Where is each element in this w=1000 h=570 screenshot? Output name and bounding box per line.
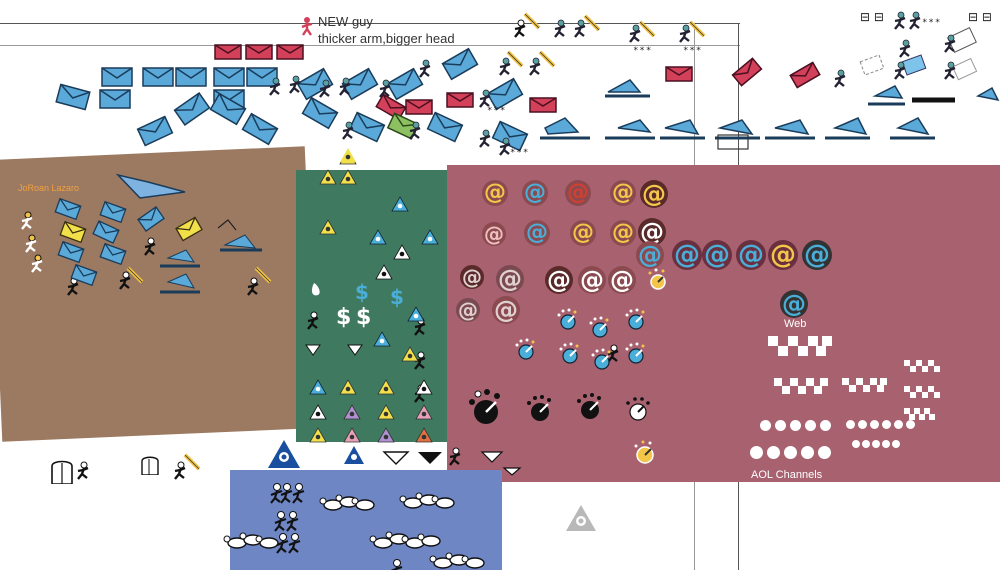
green-panel: [296, 170, 448, 442]
down-triangle-icons: [382, 451, 522, 476]
note-line-1: NEW guy: [318, 14, 373, 29]
aol-triangle-icon: [268, 440, 300, 473]
channel-dots-icon: [760, 420, 840, 432]
at-sign-icon: @: [482, 180, 508, 206]
envelope-cluster: [55, 27, 1000, 152]
at-sign-icon: @: [636, 241, 664, 269]
at-sign-icon: @: [460, 265, 484, 289]
at-sign-icon: @: [768, 240, 798, 270]
at-sign-icon: @: [610, 180, 636, 206]
dial-cluster: [469, 268, 666, 464]
at-sign-icon: @: [672, 240, 702, 270]
web-label: Web: [784, 318, 807, 330]
aol-triangle-icon: [344, 446, 364, 469]
stars-3: ***: [487, 106, 507, 116]
stars-2: ***: [683, 46, 703, 56]
at-sign-icon: @: [702, 240, 732, 270]
top-right-mark-2: ⊟ ⊟: [968, 10, 992, 24]
mailbox-icon: [141, 456, 159, 475]
signature-label: JoRoan Lazaro: [18, 183, 80, 193]
channel-dots-icon: [852, 440, 908, 448]
dollar-icon: $: [355, 280, 369, 304]
new-guy-figure-icon: [300, 16, 314, 36]
channel-dots-icon: [750, 446, 840, 460]
at-sign-icon: @: [522, 180, 548, 206]
green-panel-icons: [305, 149, 439, 443]
at-sign-icon: @: [456, 298, 480, 322]
channel-grid-icon: [768, 336, 832, 364]
at-sign-icon: @: [736, 240, 766, 270]
channel-grid-icon: [774, 378, 830, 398]
frame-top-line: [0, 23, 740, 24]
dollar-icon: $: [336, 305, 352, 330]
at-sign-icon: @: [492, 296, 520, 324]
stars-4: ***: [510, 148, 530, 158]
at-sign-icon: @: [608, 266, 636, 294]
at-sign-icon: @: [640, 180, 668, 208]
at-sign-icon: @: [570, 220, 596, 246]
at-sign-icon: @: [565, 180, 591, 206]
aol-channels-label: AOL Channels: [751, 469, 823, 481]
at-sign-icon: @: [578, 266, 606, 294]
mailbox-icon: [51, 460, 73, 484]
buddy-group-icons: [223, 482, 485, 570]
brown-panel-envelopes: [54, 173, 262, 294]
at-sign-icon: @: [482, 222, 506, 246]
at-sign-icon: @: [545, 266, 573, 294]
top-right-marks: ⊟ ⊟: [860, 10, 884, 24]
stars-5: ***: [922, 18, 942, 28]
at-sign-web-icon: @: [780, 290, 808, 318]
at-sign-icon: @: [802, 240, 832, 270]
note-line-2: thicker arm,bigger head: [318, 31, 455, 46]
dollar-icon: $: [390, 285, 404, 309]
aol-triangle-icon: [566, 505, 596, 536]
aol-triangle-icon: [340, 148, 356, 167]
channel-grid-icon: [904, 360, 940, 422]
stars-1: ***: [633, 46, 653, 56]
rose-panel: [447, 165, 1000, 482]
at-sign-icon: @: [496, 265, 524, 293]
dollar-icon: $: [356, 305, 372, 330]
channel-grid-icon: [842, 378, 888, 398]
at-sign-icon: @: [610, 220, 636, 246]
at-sign-icon: @: [524, 220, 550, 246]
frame-top-line-2: [0, 45, 740, 46]
channel-dots-icon: [846, 420, 916, 430]
